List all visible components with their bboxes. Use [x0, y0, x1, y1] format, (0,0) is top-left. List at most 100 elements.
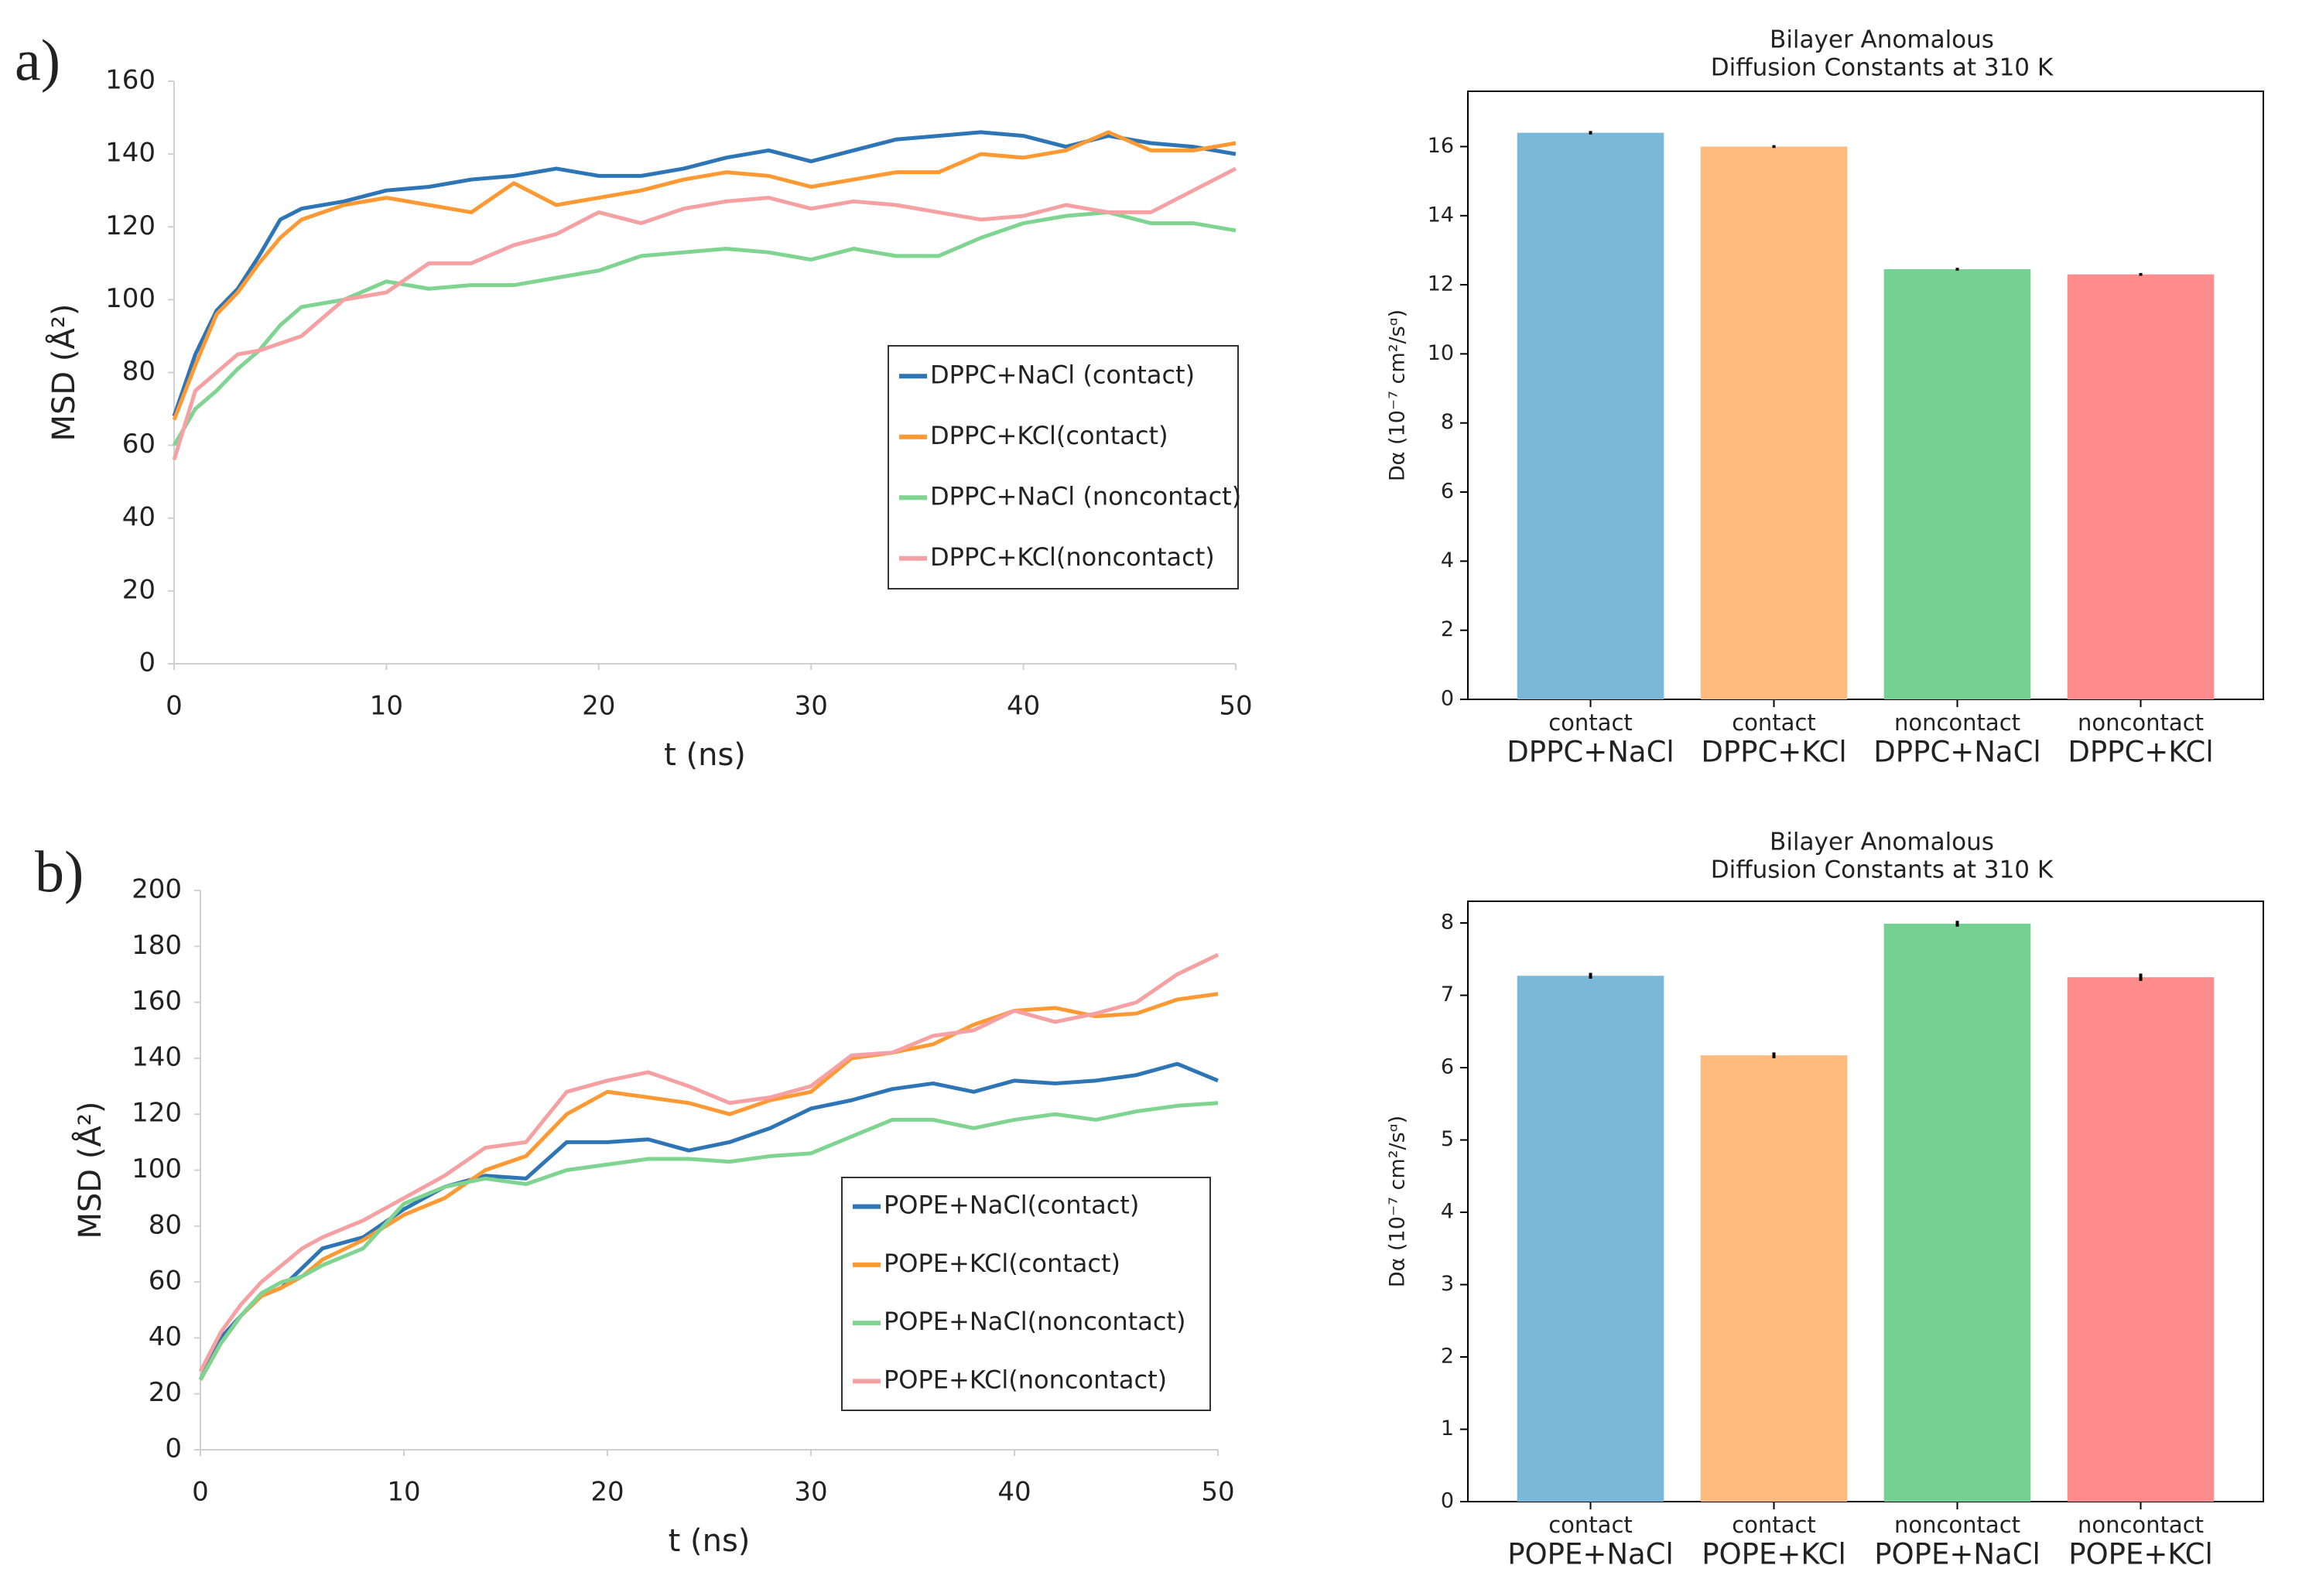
- series-line: [172, 130, 1237, 421]
- legend-label: DPPC+NaCl (contact): [930, 360, 1195, 389]
- series-line: [172, 210, 1237, 446]
- bar: [1517, 132, 1664, 699]
- panel-label: b): [35, 839, 84, 904]
- series-line: [198, 1101, 1219, 1381]
- legend-label: POPE+KCl(noncontact): [884, 1365, 1167, 1394]
- y-tick-label: 100: [105, 283, 156, 314]
- bar: [1883, 268, 2031, 699]
- bar: [1517, 976, 1664, 1502]
- plot-frame: [1467, 91, 2264, 700]
- x-tick-label: DPPC+NaCl: [1873, 736, 2040, 769]
- x-tick-label: 10: [387, 1477, 420, 1508]
- panel-label: a): [15, 28, 60, 93]
- y-tick-label: 140: [105, 138, 156, 169]
- x-tick-sublabel: contact: [1732, 1512, 1816, 1538]
- x-tick-label: 50: [1219, 691, 1252, 722]
- y-tick-label: 2: [1441, 617, 1454, 641]
- y-tick-label: 6: [1441, 1055, 1454, 1079]
- y-tick-label: 80: [122, 356, 156, 387]
- x-tick-label: 30: [795, 691, 828, 722]
- x-tick-label: DPPC+KCl: [1701, 736, 1846, 769]
- x-tick-label: POPE+NaCl: [1507, 1538, 1674, 1571]
- series-line: [172, 166, 1237, 461]
- y-tick-label: 160: [105, 65, 156, 96]
- bar: [1883, 923, 2031, 1502]
- y-tick-label: 12: [1428, 272, 1454, 296]
- y-axis-label: Dα (10⁻⁷ cm²/sᵅ): [1386, 309, 1410, 481]
- y-tick-label: 160: [132, 986, 182, 1017]
- y-tick-label: 200: [132, 874, 182, 905]
- y-tick-label: 3: [1441, 1272, 1454, 1296]
- y-tick-label: 20: [122, 574, 156, 605]
- x-tick-label: 40: [997, 1477, 1031, 1508]
- chart-title: Diffusion Constants at 310 K: [1711, 54, 2054, 82]
- x-tick-label: POPE+KCl: [2068, 1538, 2212, 1571]
- bar: [1700, 1055, 1848, 1502]
- y-tick-label: 4: [1441, 1200, 1454, 1224]
- legend-label: DPPC+KCl(contact): [930, 421, 1168, 450]
- y-tick-label: 0: [1441, 1489, 1454, 1513]
- x-tick-label: 0: [166, 691, 183, 722]
- chart-title: Diffusion Constants at 310 K: [1711, 856, 2054, 884]
- y-tick-label: 40: [149, 1321, 182, 1352]
- y-tick-label: 8: [1441, 410, 1454, 434]
- x-tick-label: DPPC+KCl: [2068, 736, 2213, 769]
- x-tick-label: 40: [1007, 691, 1040, 722]
- x-tick-sublabel: contact: [1732, 709, 1816, 736]
- plot-frame: [1467, 901, 2264, 1502]
- legend-box: [888, 345, 1239, 590]
- y-tick-label: 180: [132, 930, 182, 961]
- y-tick-label: 16: [1428, 134, 1454, 158]
- y-tick-label: 100: [132, 1153, 182, 1184]
- x-tick-sublabel: noncontact: [2078, 1512, 2204, 1538]
- x-tick-label: POPE+NaCl: [1874, 1538, 2040, 1571]
- series-line: [172, 130, 1237, 417]
- x-tick-label: POPE+KCl: [1702, 1538, 1845, 1571]
- series-line: [198, 952, 1219, 1372]
- y-tick-label: 40: [122, 501, 156, 532]
- y-tick-label: 0: [1441, 687, 1454, 711]
- y-tick-label: 60: [149, 1266, 182, 1297]
- bar: [2067, 977, 2215, 1502]
- y-axis-label: MSD (Å²): [45, 303, 82, 441]
- y-tick-label: 120: [132, 1098, 182, 1129]
- x-tick-label: 10: [370, 691, 403, 722]
- legend-label: DPPC+NaCl (noncontact): [930, 481, 1241, 511]
- y-tick-label: 14: [1428, 203, 1454, 227]
- y-tick-label: 0: [165, 1434, 182, 1464]
- x-tick-sublabel: noncontact: [2078, 709, 2204, 736]
- x-tick-label: 0: [192, 1477, 209, 1508]
- x-tick-label: 20: [582, 691, 615, 722]
- y-tick-label: 8: [1441, 911, 1454, 935]
- x-tick-label: 50: [1201, 1477, 1234, 1508]
- legend-label: POPE+NaCl(noncontact): [884, 1307, 1185, 1336]
- x-tick-label: 20: [590, 1477, 624, 1508]
- x-tick-sublabel: noncontact: [1894, 1512, 2020, 1538]
- x-tick-sublabel: noncontact: [1894, 709, 2020, 736]
- y-tick-label: 60: [122, 429, 156, 460]
- x-axis-label: t (ns): [669, 1523, 751, 1559]
- y-axis-label: Dα (10⁻⁷ cm²/sᵅ): [1386, 1116, 1410, 1287]
- y-tick-label: 2: [1441, 1345, 1454, 1369]
- y-tick-label: 1: [1441, 1417, 1454, 1441]
- x-axis-label: t (ns): [664, 737, 746, 773]
- legend-label: POPE+KCl(contact): [884, 1249, 1120, 1278]
- legend-label: DPPC+KCl(noncontact): [930, 542, 1215, 572]
- legend-label: POPE+NaCl(contact): [884, 1191, 1139, 1220]
- bar: [2067, 274, 2215, 699]
- y-tick-label: 4: [1441, 549, 1454, 572]
- x-tick-sublabel: contact: [1548, 1512, 1633, 1538]
- y-axis-label: MSD (Å²): [71, 1101, 108, 1239]
- y-tick-label: 6: [1441, 480, 1454, 504]
- chart-title: Bilayer Anomalous: [1770, 829, 1994, 856]
- y-tick-label: 120: [105, 210, 156, 241]
- y-tick-label: 140: [132, 1041, 182, 1072]
- y-tick-label: 0: [139, 648, 156, 678]
- x-tick-label: 30: [794, 1477, 827, 1508]
- series-line: [198, 1061, 1219, 1381]
- x-tick-label: DPPC+NaCl: [1507, 736, 1674, 769]
- y-tick-label: 10: [1428, 341, 1454, 365]
- y-tick-label: 20: [149, 1377, 182, 1408]
- bar: [1700, 146, 1848, 700]
